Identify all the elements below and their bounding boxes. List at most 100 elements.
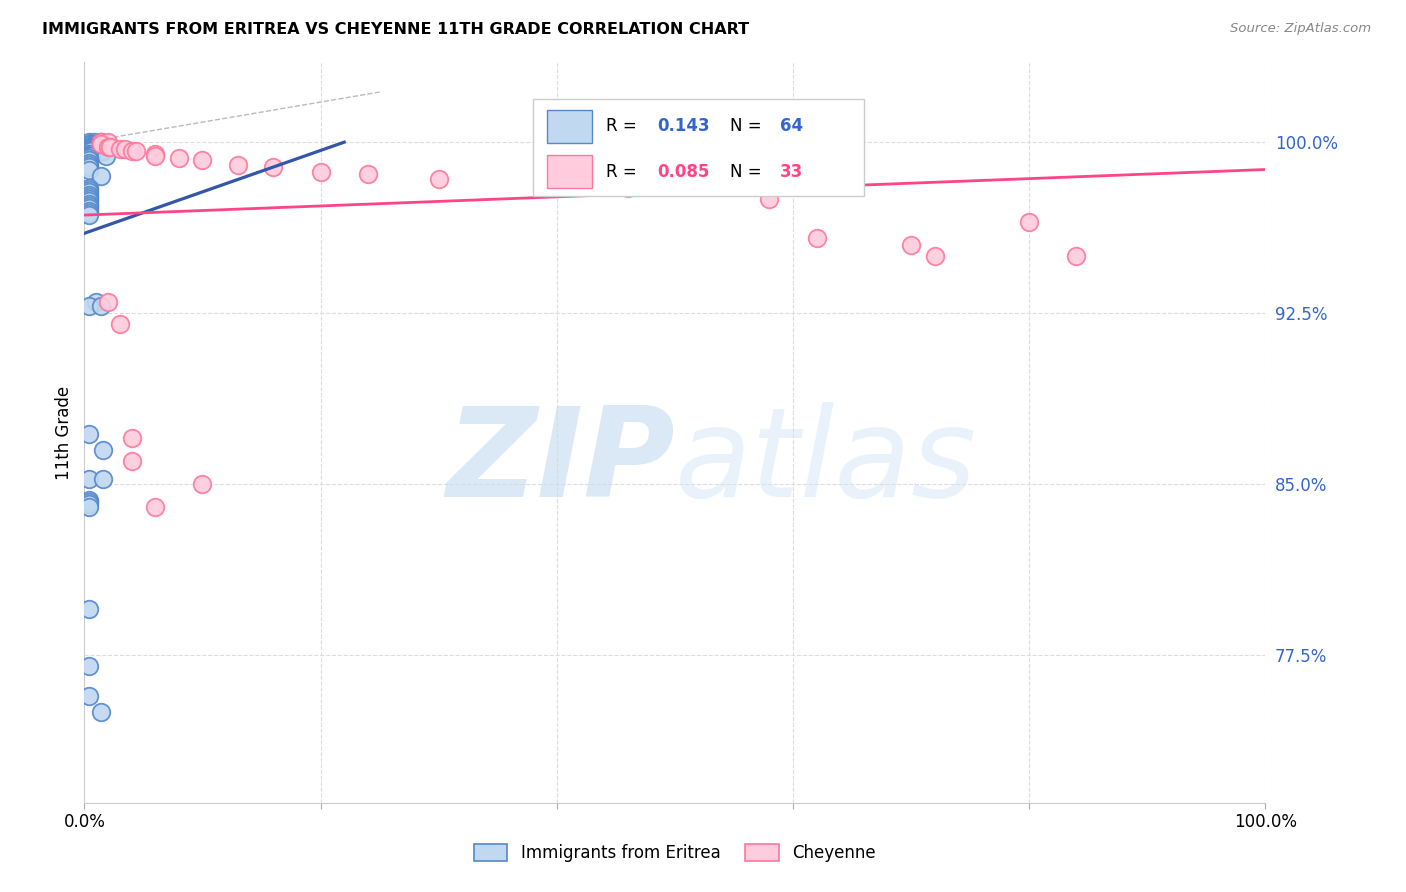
Point — [77, 201, 100, 215]
Point — [90, 135, 112, 149]
Point — [758, 192, 780, 206]
Point — [77, 180, 100, 194]
Text: Source: ZipAtlas.com: Source: ZipAtlas.com — [1230, 22, 1371, 36]
Point — [121, 431, 143, 445]
Point — [143, 500, 166, 514]
Point — [924, 249, 946, 263]
Point — [90, 135, 112, 149]
Point — [806, 231, 828, 245]
Point — [1066, 249, 1088, 263]
Point — [1018, 215, 1040, 229]
Point — [77, 495, 100, 509]
Point — [77, 199, 100, 213]
Point — [427, 171, 450, 186]
Legend: Immigrants from Eritrea, Cheyenne: Immigrants from Eritrea, Cheyenne — [467, 837, 883, 869]
Point — [77, 426, 100, 441]
Point — [77, 492, 100, 507]
Text: IMMIGRANTS FROM ERITREA VS CHEYENNE 11TH GRADE CORRELATION CHART: IMMIGRANTS FROM ERITREA VS CHEYENNE 11TH… — [42, 22, 749, 37]
Point — [90, 137, 112, 152]
Text: 33: 33 — [780, 162, 803, 181]
Point — [77, 135, 100, 149]
Point — [77, 659, 100, 673]
Point — [121, 145, 143, 159]
Point — [84, 294, 107, 309]
Point — [77, 153, 100, 168]
Point — [90, 145, 112, 159]
Point — [226, 158, 249, 172]
Text: N =: N = — [730, 162, 768, 181]
Point — [80, 142, 103, 156]
Point — [97, 135, 120, 149]
Text: N =: N = — [730, 118, 768, 136]
Point — [84, 137, 107, 152]
Point — [98, 139, 121, 153]
Point — [125, 145, 148, 159]
Point — [77, 151, 100, 165]
Point — [77, 196, 100, 211]
Point — [77, 160, 100, 174]
Point — [77, 602, 100, 616]
Point — [77, 155, 100, 169]
Text: 64: 64 — [780, 118, 803, 136]
Point — [94, 149, 117, 163]
FancyBboxPatch shape — [547, 155, 592, 188]
Point — [83, 135, 105, 149]
Point — [77, 500, 100, 514]
Point — [77, 183, 100, 197]
Point — [77, 139, 100, 153]
Point — [191, 153, 214, 168]
Point — [77, 137, 100, 152]
Point — [108, 142, 131, 156]
Point — [77, 203, 100, 218]
Point — [80, 146, 103, 161]
Point — [90, 705, 112, 719]
Point — [77, 146, 100, 161]
Point — [108, 318, 131, 332]
Y-axis label: 11th Grade: 11th Grade — [55, 385, 73, 480]
Point — [114, 142, 136, 156]
Text: 0.143: 0.143 — [657, 118, 710, 136]
Point — [309, 165, 332, 179]
Point — [91, 145, 114, 159]
Point — [143, 149, 166, 163]
Point — [77, 208, 100, 222]
Point — [80, 149, 103, 163]
Text: ZIP: ZIP — [446, 401, 675, 523]
Point — [77, 158, 100, 172]
Point — [167, 151, 190, 165]
Point — [80, 139, 103, 153]
FancyBboxPatch shape — [533, 99, 863, 195]
Point — [191, 476, 214, 491]
Point — [262, 160, 284, 174]
Point — [97, 294, 120, 309]
Point — [90, 135, 112, 149]
Point — [77, 186, 100, 200]
Text: R =: R = — [606, 118, 643, 136]
Point — [77, 689, 100, 703]
Point — [77, 187, 100, 202]
Point — [77, 206, 100, 220]
Point — [900, 237, 922, 252]
Point — [90, 299, 112, 313]
Point — [77, 299, 100, 313]
Point — [77, 497, 100, 511]
Point — [97, 139, 120, 153]
Point — [357, 167, 380, 181]
Point — [77, 162, 100, 177]
Text: 0.085: 0.085 — [657, 162, 710, 181]
Point — [77, 142, 100, 156]
FancyBboxPatch shape — [547, 110, 592, 143]
Point — [616, 180, 638, 194]
Text: R =: R = — [606, 162, 643, 181]
Point — [84, 139, 107, 153]
Point — [121, 454, 143, 468]
Point — [80, 137, 103, 152]
Point — [143, 146, 166, 161]
Point — [77, 149, 100, 163]
Point — [91, 442, 114, 457]
Point — [77, 145, 100, 159]
Point — [77, 190, 100, 204]
Point — [91, 472, 114, 486]
Point — [80, 145, 103, 159]
Point — [83, 142, 105, 156]
